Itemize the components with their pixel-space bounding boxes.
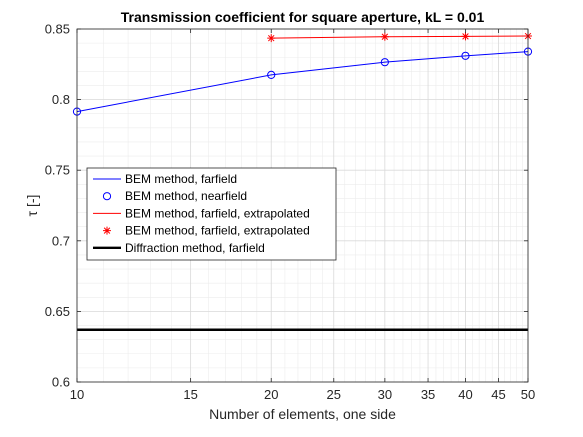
ticks: 10 15 20 25 30 35 40 45 50 0.6 0.65 0.7 0.75 0.8 0.85 xyxy=(45,22,536,403)
series-line xyxy=(76,51,529,113)
legend-label: BEM method, farfield xyxy=(125,172,237,186)
series-0 xyxy=(76,51,529,113)
legend-label: BEM method, farfield, extrapolated xyxy=(125,224,310,238)
data-point-star xyxy=(267,34,276,43)
legend-box xyxy=(86,167,337,261)
x-tick-label: 10 xyxy=(70,387,84,402)
data-point-circle xyxy=(461,51,470,60)
y-tick-label: 0.7 xyxy=(52,233,70,248)
x-tick-label: 50 xyxy=(521,387,535,402)
data-point-star xyxy=(461,32,470,41)
y-axis-label: τ [-] xyxy=(24,195,40,217)
chart-title: Transmission coefficient for square aper… xyxy=(121,9,485,25)
legend-circle-swatch xyxy=(102,192,112,201)
data-point-star xyxy=(380,32,389,41)
x-axis-label: Number of elements, one side xyxy=(209,406,396,422)
x-tick-label: 20 xyxy=(264,387,278,402)
y-tick-label: 0.85 xyxy=(45,22,70,37)
data-point-circle xyxy=(380,58,389,67)
legend-star-swatch xyxy=(103,226,111,235)
y-tick-label: 0.65 xyxy=(45,304,70,319)
legend-entry: BEM method, farfield, extrapolated xyxy=(103,224,310,238)
y-tick-label: 0.75 xyxy=(45,163,70,178)
x-tick-label: 40 xyxy=(458,387,472,402)
x-tick-label: 15 xyxy=(183,387,197,402)
legend-entry: BEM method, farfield xyxy=(93,172,237,186)
series-line xyxy=(271,35,529,39)
series-2 xyxy=(271,35,529,39)
legend-label: Diffraction method, farfield xyxy=(125,241,265,255)
y-tick-label: 0.8 xyxy=(52,92,70,107)
x-tick-label: 35 xyxy=(421,387,435,402)
data-point-circle xyxy=(267,70,276,79)
x-tick-label: 25 xyxy=(327,387,341,402)
legend-label: BEM method, farfield, extrapolated xyxy=(125,206,310,220)
x-tick-label: 30 xyxy=(378,387,392,402)
legend-entry: BEM method, farfield, extrapolated xyxy=(93,206,310,220)
legend-entry: Diffraction method, farfield xyxy=(93,241,265,255)
x-tick-label: 45 xyxy=(491,387,505,402)
y-tick-label: 0.6 xyxy=(52,375,70,390)
legend: BEM method, farfield BEM method, nearfiel… xyxy=(86,167,337,261)
legend-entry: BEM method, nearfield xyxy=(102,189,247,203)
legend-label: BEM method, nearfield xyxy=(125,189,247,203)
series-1 xyxy=(72,47,533,116)
plot-frame xyxy=(76,28,529,383)
